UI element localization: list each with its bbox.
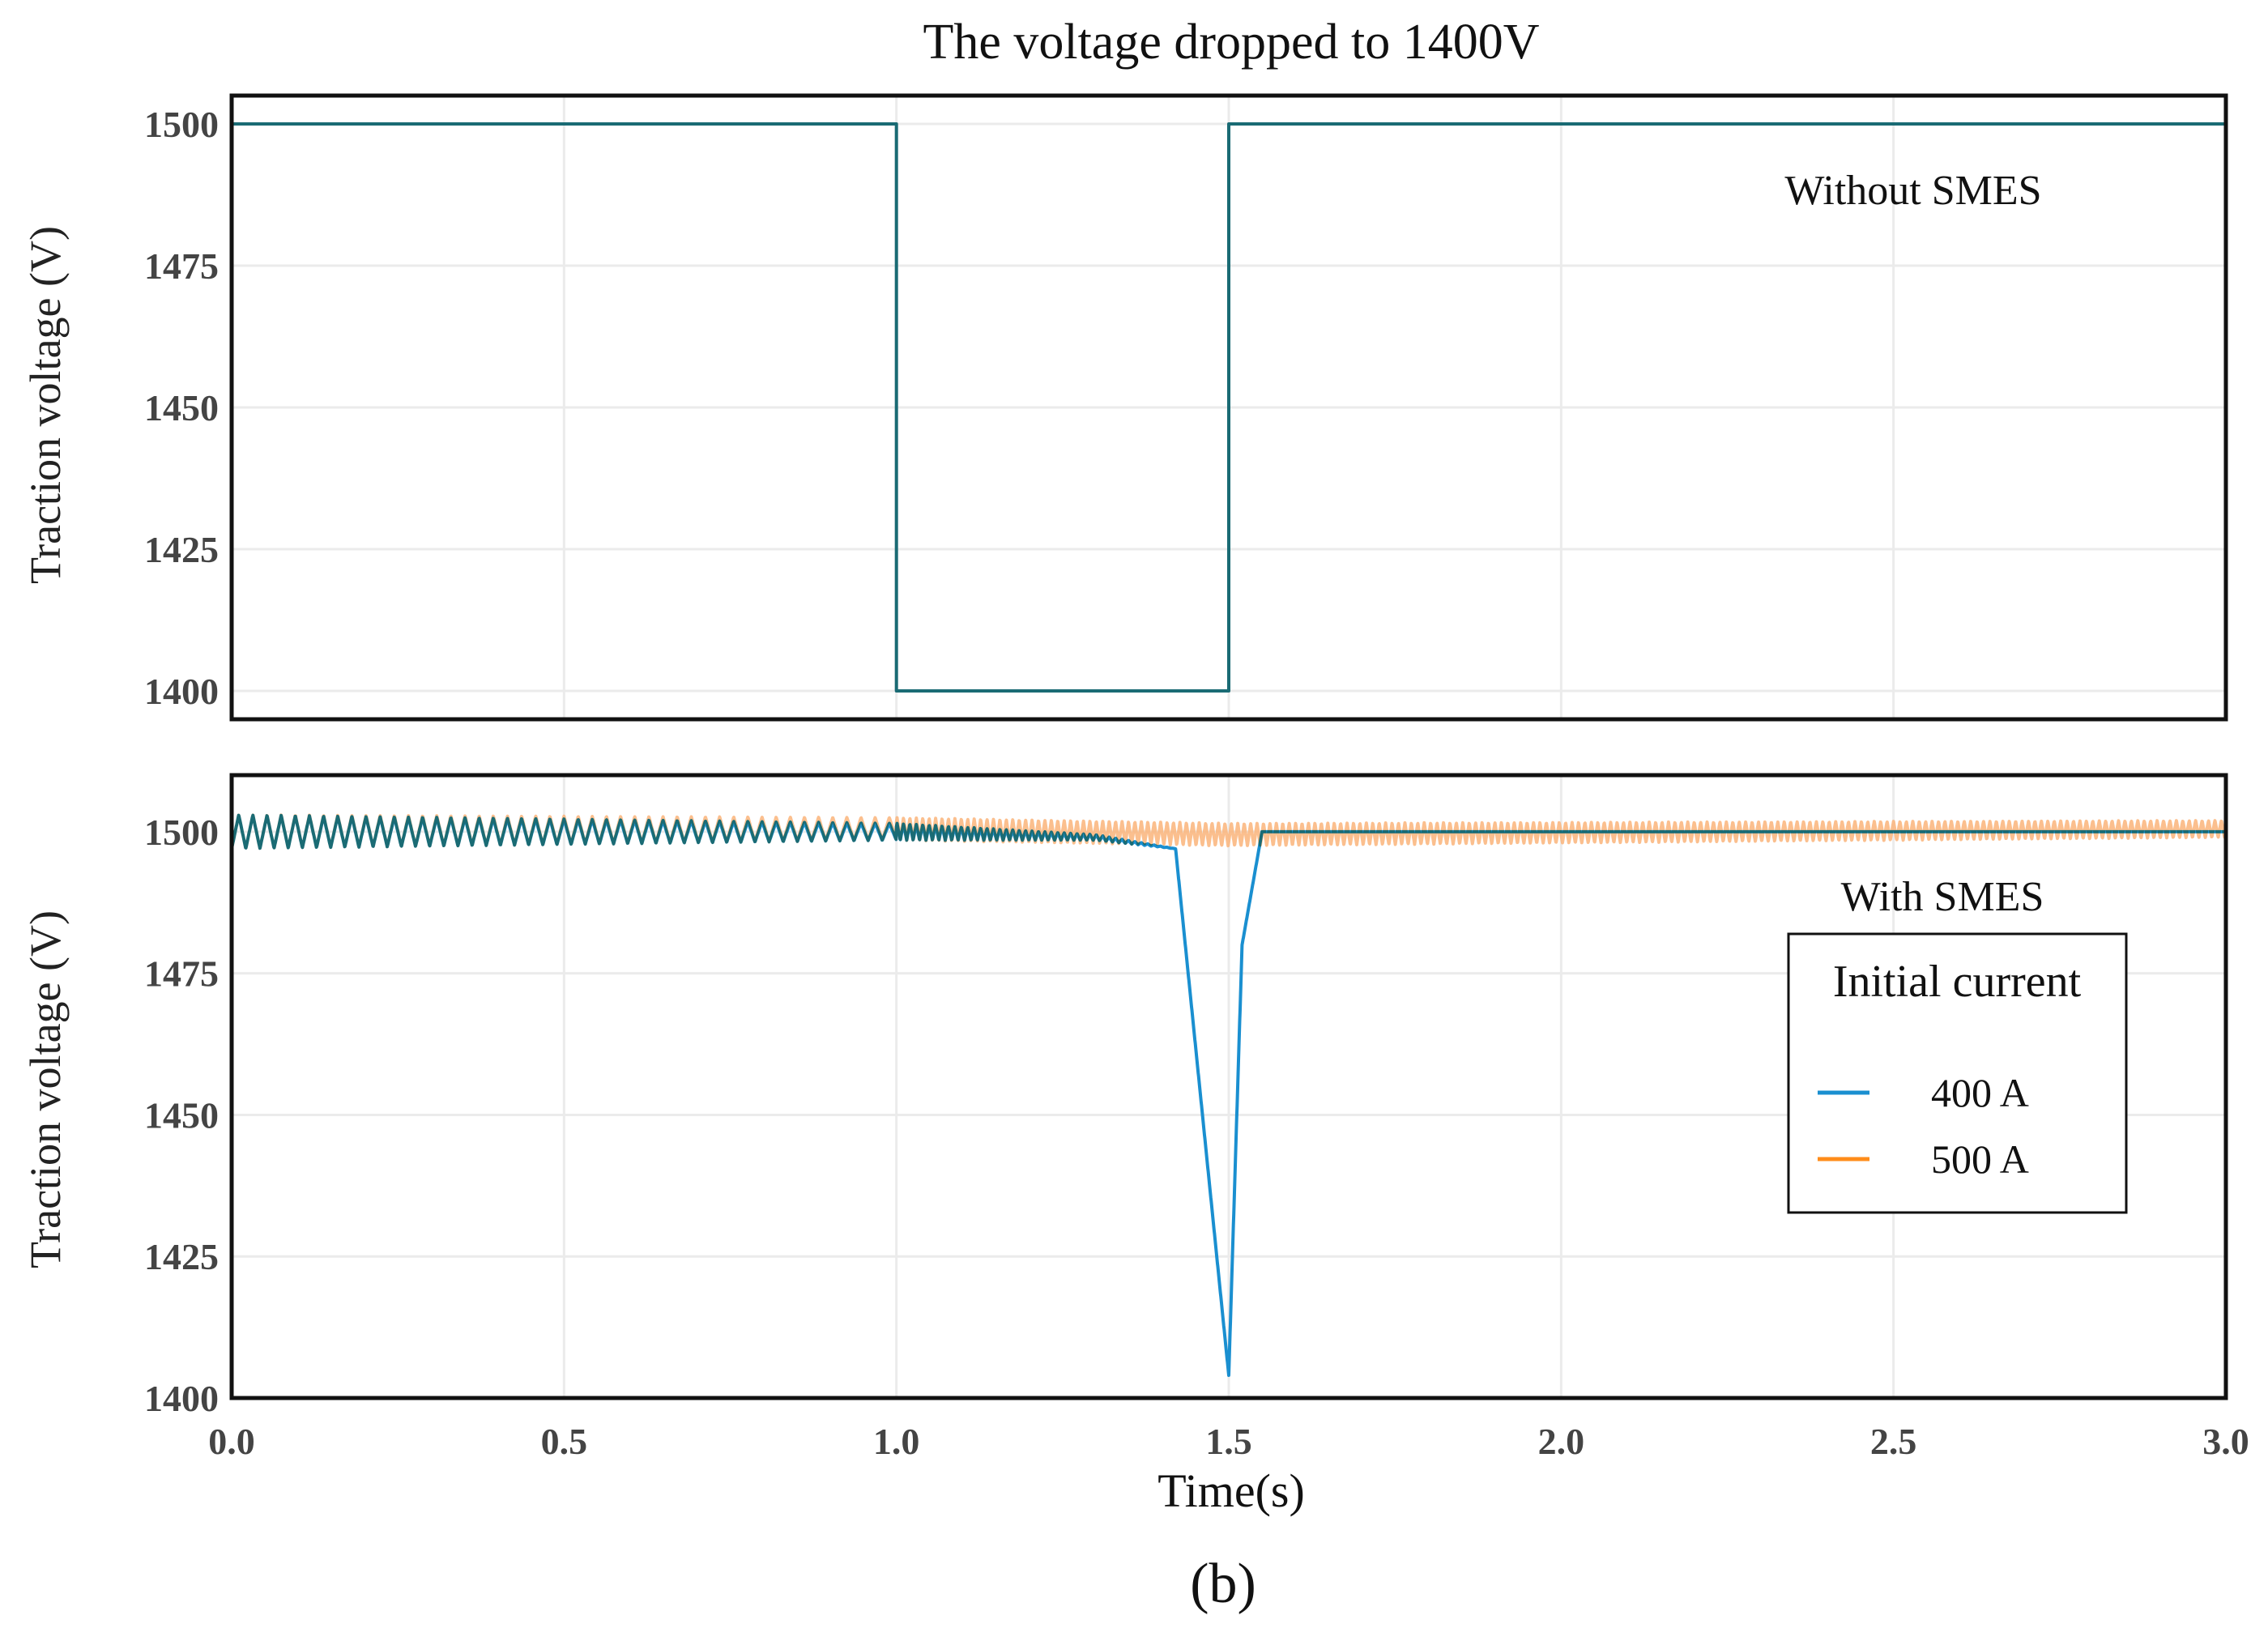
series-line-500a — [230, 813, 2228, 850]
series-line-500a — [232, 122, 2226, 693]
y-tick-label: 1425 — [144, 1236, 219, 1277]
top-panel: 1400 1425 1450 1475 1500 Traction voltage (V… — [21, 93, 2228, 722]
chart-title: The voltage dropped to 1400V — [923, 15, 1539, 70]
y-tick-label: 1400 — [144, 1378, 219, 1419]
x-tick-label: 0.0 — [208, 1421, 255, 1462]
legend-title: Initial current — [1833, 957, 2082, 1007]
x-tick-label: 1.5 — [1205, 1421, 1252, 1462]
legend-label-400a: 400 A — [1931, 1070, 2029, 1115]
top-annotation: Without SMES — [1784, 168, 2041, 214]
y-tick-label: 1425 — [144, 529, 219, 570]
legend-label-500a: 500 A — [1931, 1136, 2029, 1182]
y-tick-label: 1400 — [144, 671, 219, 712]
legend-box — [1787, 932, 2128, 1214]
x-tick-label: 0.5 — [541, 1421, 588, 1462]
y-tick-label: 1500 — [144, 104, 219, 145]
x-tick-label: 3.0 — [2202, 1421, 2249, 1462]
bottom-annotation: With SMES — [1841, 874, 2044, 920]
top-panel-frame — [229, 93, 2228, 722]
x-axis-label: Time(s) — [1157, 1464, 1305, 1517]
x-tick-label: 1.0 — [873, 1421, 920, 1462]
bottom-panel-frame — [229, 773, 2228, 1400]
legend: Initial current 400 A 500 A — [1787, 932, 2128, 1214]
x-tick-label: 2.5 — [1870, 1421, 1917, 1462]
y-tick-label: 1475 — [144, 953, 219, 995]
bottom-panel: 1400 1425 1450 1475 1500 0.0 0.5 1.0 1.5 2.0 2.5 3… — [21, 773, 2249, 1517]
figure-caption: (b) — [1190, 1553, 1256, 1615]
top-ylabel: Traction voltage (V) — [21, 226, 70, 584]
y-tick-label: 1450 — [144, 387, 219, 428]
y-tick-label: 1500 — [144, 812, 219, 853]
y-tick-label: 1450 — [144, 1094, 219, 1136]
y-tick-label: 1475 — [144, 245, 219, 287]
x-tick-label: 2.0 — [1538, 1421, 1585, 1462]
bottom-ylabel: Traction voltage (V) — [21, 910, 70, 1268]
